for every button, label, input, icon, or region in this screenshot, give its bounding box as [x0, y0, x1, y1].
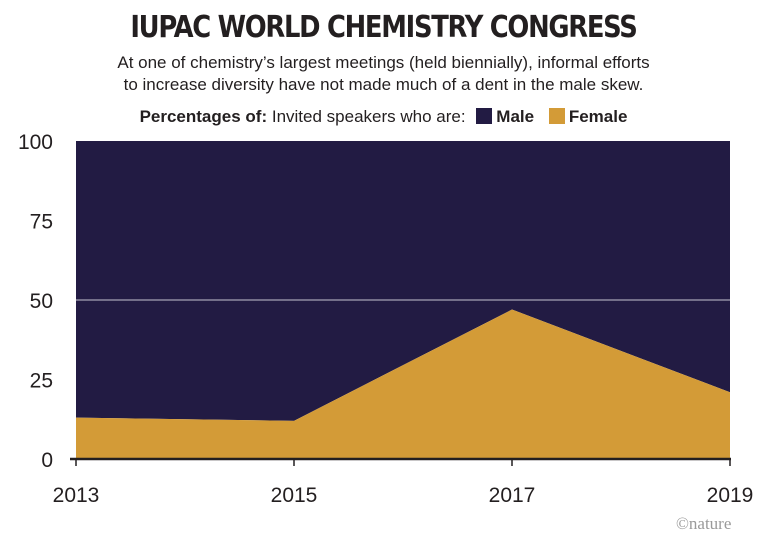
subtitle-line-1: At one of chemistry’s largest meetings (… [117, 53, 650, 72]
x-tick-label-2013: 2013 [53, 484, 100, 507]
y-tick-label-25: 25 [30, 370, 53, 393]
y-tick-label-100: 100 [18, 131, 53, 154]
x-tick-label-2019: 2019 [707, 484, 754, 507]
chart-subtitle: At one of chemistry’s largest meetings (… [0, 52, 767, 96]
chart-title: IUPAC WORLD CHEMISTRY CONGRESS [130, 10, 638, 45]
y-tick-label-75: 75 [30, 211, 53, 234]
legend-swatch-male [476, 108, 493, 124]
legend-swatch-female [548, 108, 565, 124]
subtitle-line-2: to increase diversity have not made much… [123, 75, 644, 94]
legend-label-male: Male [496, 107, 535, 126]
series-area-male [76, 141, 730, 421]
legend-text: Invited speakers who are: [271, 107, 466, 126]
x-tick-label-2015: 2015 [271, 484, 318, 507]
series-area-female [76, 309, 730, 459]
nature-credit: ©nature [676, 514, 732, 533]
legend-prefix: Percentages of: [139, 107, 268, 126]
legend-label-female: Female [568, 107, 628, 126]
chart-legend: Percentages of: Invited speakers who are… [0, 107, 767, 127]
y-tick-label-50: 50 [30, 290, 53, 313]
y-tick-label-0: 0 [41, 449, 53, 472]
x-tick-label-2017: 2017 [489, 484, 536, 507]
